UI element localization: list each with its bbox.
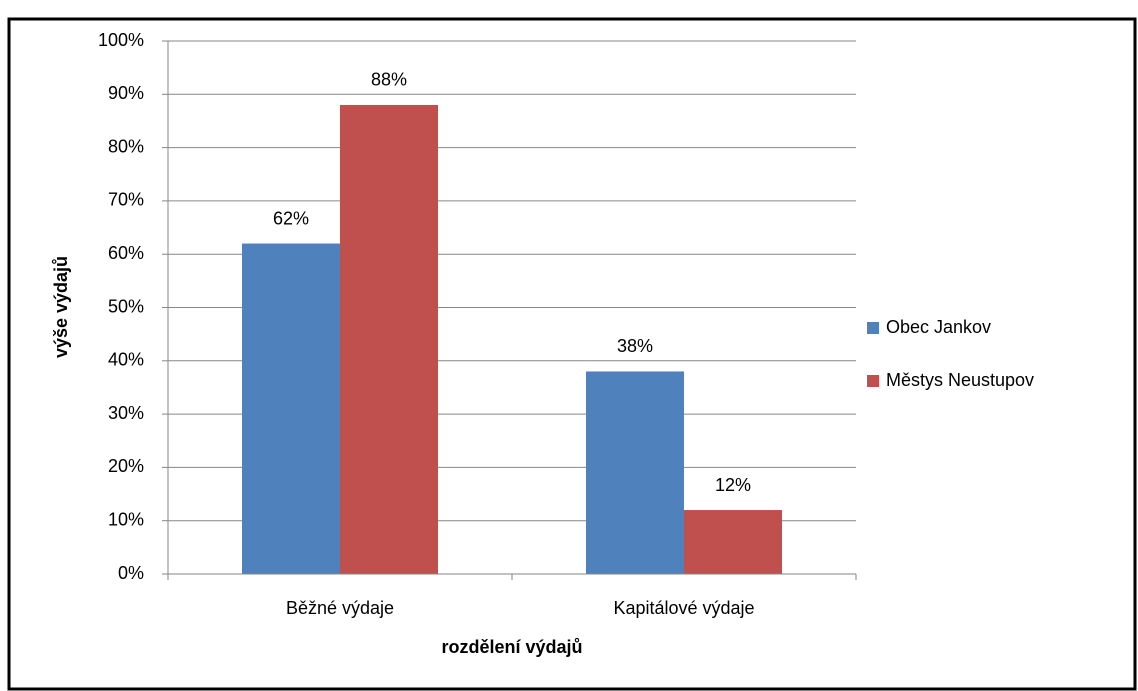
y-tick-label: 40% xyxy=(108,350,144,370)
y-tick-label: 100% xyxy=(98,30,144,50)
y-tick-label: 90% xyxy=(108,83,144,103)
y-tick-label: 30% xyxy=(108,403,144,423)
bar xyxy=(242,243,340,575)
data-label: 12% xyxy=(715,475,751,495)
data-label: 62% xyxy=(273,208,309,228)
legend-swatch xyxy=(867,375,879,387)
y-tick-label: 70% xyxy=(108,190,144,210)
x-axis-title: rozdělení výdajů xyxy=(441,637,582,657)
bar xyxy=(586,371,684,574)
legend-label: Obec Jankov xyxy=(886,317,991,337)
y-tick-label: 80% xyxy=(108,136,144,156)
y-tick-label: 20% xyxy=(108,456,144,476)
legend-swatch xyxy=(867,322,879,334)
y-axis-title: výše výdajů xyxy=(51,256,71,358)
bar xyxy=(340,104,438,575)
y-tick-label: 60% xyxy=(108,243,144,263)
bar xyxy=(684,510,782,574)
y-tick-label: 10% xyxy=(108,509,144,529)
data-label: 88% xyxy=(371,70,407,90)
y-tick-label: 50% xyxy=(108,296,144,316)
data-label: 38% xyxy=(617,336,653,356)
legend-label: Městys Neustupov xyxy=(886,370,1034,390)
chart-frame xyxy=(7,17,1137,691)
x-tick-label: Kapitálové výdaje xyxy=(613,598,754,618)
y-tick-label: 0% xyxy=(118,563,144,583)
x-tick-label: Běžné výdaje xyxy=(286,598,394,618)
